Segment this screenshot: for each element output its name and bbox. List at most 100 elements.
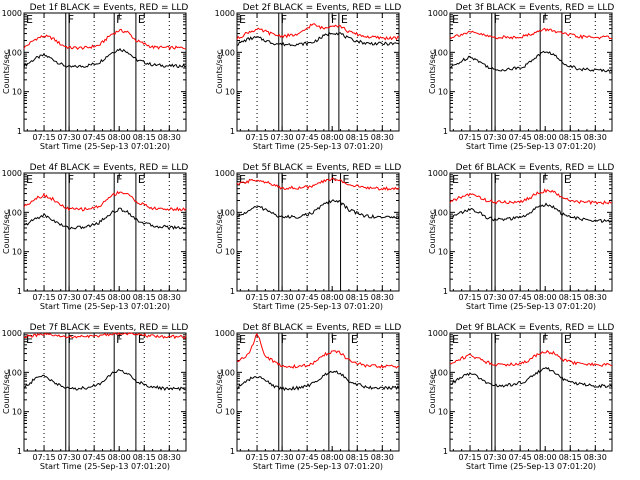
x-tick-label: 07:15 (459, 293, 482, 302)
segment-marker: F (281, 333, 287, 346)
y-tick-label: 1000 (428, 9, 448, 18)
plot-frame (236, 172, 400, 292)
chart-panel-5: Det 5f BLACK = Events, RED = LLD 1 10 100 10… (215, 163, 402, 311)
segment-marker: F (68, 173, 74, 186)
x-tick-label: 08:30 (371, 453, 394, 462)
x-tick-label: 07:45 (296, 293, 319, 302)
events-series-line (236, 31, 400, 47)
x-tick-label: 07:15 (459, 453, 482, 462)
x-tick-label: 08:00 (534, 293, 557, 302)
segment-marker: E (138, 333, 145, 346)
y-tick-label: 10 (225, 248, 235, 257)
plot-frame (23, 332, 187, 452)
y-tick-label: 10 (438, 88, 448, 97)
events-series-line (23, 47, 187, 69)
chart-title: Det 5f BLACK = Events, RED = LLD (243, 163, 402, 173)
y-tick-label: 1000 (428, 329, 448, 338)
segment-marker: E (564, 173, 571, 186)
x-tick-label: 07:15 (33, 293, 56, 302)
lld-series-line (449, 349, 613, 367)
chart-title: Det 6f BLACK = Events, RED = LLD (456, 163, 615, 173)
y-axis-label: Counts/sec (2, 50, 11, 94)
x-tick-label: 07:45 (83, 293, 106, 302)
segment-marker: E (351, 333, 358, 346)
x-tick-label: 07:45 (296, 453, 319, 462)
y-axis-label: Counts/sec (2, 370, 11, 414)
x-tick-label: 08:15 (133, 453, 156, 462)
x-tick-label: 08:30 (371, 133, 394, 142)
x-tick-label: 07:30 (58, 293, 81, 302)
segment-marker: E (138, 13, 145, 26)
lld-series-line (236, 332, 399, 369)
y-tick-label: 100 (7, 48, 22, 57)
segment-marker: F (542, 173, 548, 186)
x-axis-label: Start Time (25-Sep-13 07:01:20) (40, 302, 170, 311)
lld-series-line (23, 190, 187, 212)
x-tick-label: 07:45 (509, 293, 532, 302)
y-tick-label: 1000 (215, 329, 235, 338)
y-tick-label: 10 (438, 248, 448, 257)
segment-marker: E (564, 333, 571, 346)
segment-marker: E (138, 173, 145, 186)
segment-marker: F (331, 333, 337, 346)
y-tick-label: 1000 (215, 9, 235, 18)
chart-title: Det 2f BLACK = Events, RED = LLD (243, 3, 402, 13)
chart-title: Det 3f BLACK = Events, RED = LLD (456, 3, 615, 13)
x-tick-label: 08:15 (346, 293, 369, 302)
y-tick-label: 1 (17, 447, 22, 456)
y-tick-label: 1000 (428, 169, 448, 178)
x-tick-label: 07:30 (58, 453, 81, 462)
chart-panel-9: Det 9f BLACK = Events, RED = LLD 1 10 100 10… (428, 323, 615, 471)
x-tick-label: 07:45 (509, 133, 532, 142)
x-tick-label: 08:00 (321, 133, 344, 142)
x-tick-label: 08:15 (559, 133, 582, 142)
x-axis-label: Start Time (25-Sep-13 07:01:20) (40, 462, 170, 471)
x-tick-label: 07:30 (271, 293, 294, 302)
segment-marker: E (239, 333, 246, 346)
lld-series-line (23, 28, 187, 51)
y-tick-label: 100 (7, 368, 22, 377)
segment-marker: F (68, 333, 74, 346)
x-tick-label: 08:30 (584, 133, 607, 142)
y-tick-label: 1 (230, 447, 235, 456)
y-axis-label: Counts/sec (215, 370, 224, 414)
events-series-line (449, 366, 613, 389)
segment-marker: F (116, 173, 122, 186)
x-tick-label: 07:15 (33, 453, 56, 462)
y-tick-label: 1000 (215, 169, 235, 178)
x-tick-label: 08:15 (559, 453, 582, 462)
x-tick-label: 08:15 (133, 293, 156, 302)
lld-series-line (449, 27, 613, 40)
x-axis-label: Start Time (25-Sep-13 07:01:20) (253, 142, 383, 151)
segment-marker: E (564, 13, 571, 26)
x-tick-label: 07:45 (296, 133, 319, 142)
y-tick-label: 1 (443, 287, 448, 296)
chart-panel-2: Det 2f BLACK = Events, RED = LLD 1 10 100 10… (215, 3, 402, 151)
segment-marker: E (26, 173, 33, 186)
x-axis-label: Start Time (25-Sep-13 07:01:20) (466, 142, 596, 151)
chart-title: Det 1f BLACK = Events, RED = LLD (30, 3, 189, 13)
plot-frame (236, 12, 400, 132)
plot-frame (23, 172, 187, 292)
x-tick-label: 08:00 (534, 453, 557, 462)
events-series-line (450, 202, 613, 224)
x-tick-label: 08:00 (534, 133, 557, 142)
segment-marker: F (542, 13, 548, 26)
events-series-line (23, 207, 187, 230)
x-tick-label: 07:15 (459, 133, 482, 142)
x-tick-label: 08:15 (133, 133, 156, 142)
events-series-line (236, 370, 400, 392)
events-series-line (236, 199, 400, 220)
segment-marker: F (494, 173, 500, 186)
segment-marker: E (452, 173, 459, 186)
segment-marker: F (116, 333, 122, 346)
y-tick-label: 1 (443, 447, 448, 456)
y-axis-label: Counts/sec (215, 50, 224, 94)
x-tick-label: 08:30 (158, 293, 181, 302)
x-tick-label: 08:15 (346, 453, 369, 462)
segment-marker: F (542, 333, 548, 346)
events-series-line (449, 50, 613, 73)
x-tick-label: 07:30 (58, 133, 81, 142)
y-tick-label: 100 (220, 208, 235, 217)
x-tick-label: 08:00 (108, 293, 131, 302)
